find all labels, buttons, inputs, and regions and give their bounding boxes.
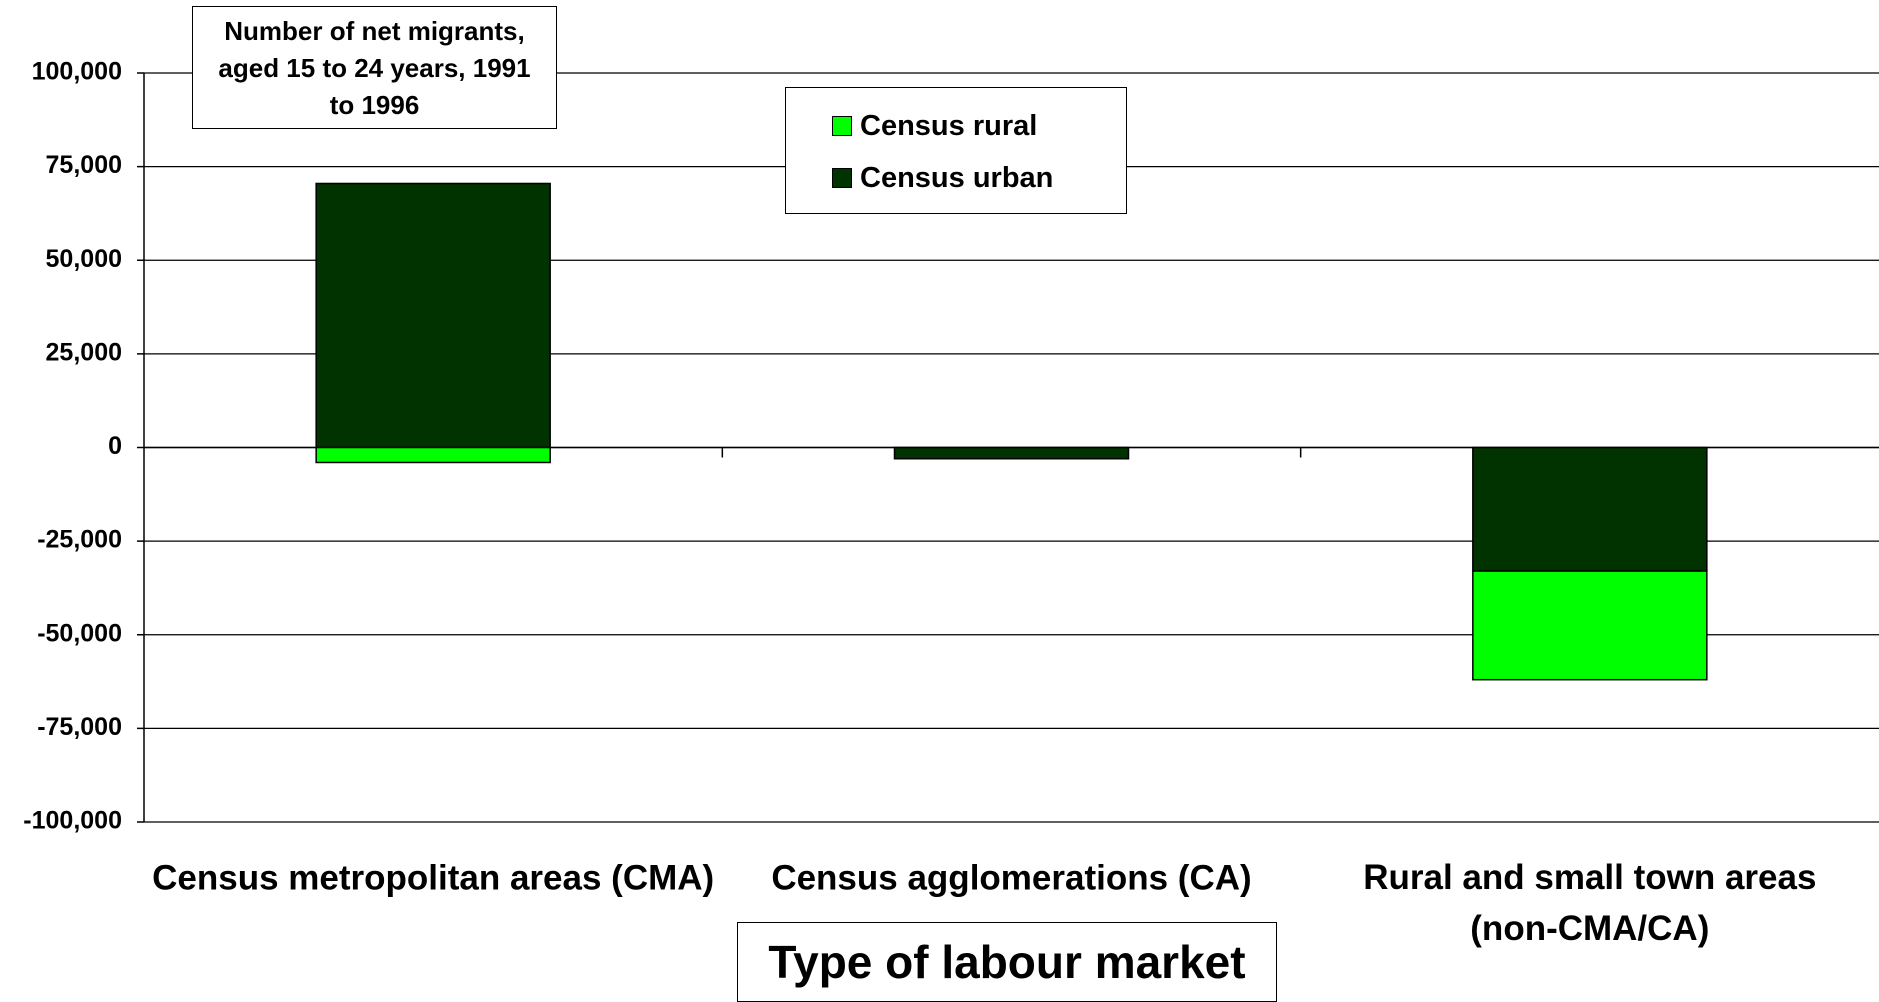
y-tick-label: -50,000 [37, 619, 122, 647]
bar-segment [1472, 446, 1708, 572]
y-tick-label: 100,000 [32, 58, 122, 86]
y-tick-label: 75,000 [46, 151, 122, 179]
legend-entry: Census rural [832, 100, 1126, 152]
chart-title: Number of net migrants, aged 15 to 24 ye… [192, 6, 557, 129]
legend-swatch [832, 168, 852, 188]
bar-segment [315, 446, 551, 464]
y-tick-label: 50,000 [46, 245, 122, 273]
x-tick-label: Census agglomerations (CA) [771, 858, 1251, 897]
y-tick-label: 25,000 [46, 338, 122, 366]
legend-label: Census urban [860, 161, 1054, 194]
y-tick-label: -25,000 [37, 526, 122, 554]
bar-segment [1472, 570, 1708, 681]
y-tick-label: -75,000 [37, 713, 122, 741]
bar-segment [315, 182, 551, 449]
x-axis-title: Type of labour market [737, 922, 1277, 1002]
legend-entry: Census urban [832, 152, 1126, 204]
x-tick-label: Rural and small town areas (non-CMA/CA) [1363, 858, 1816, 948]
bar-segment [893, 446, 1130, 460]
legend-label: Census rural [860, 109, 1038, 142]
y-tick-label: 0 [108, 432, 122, 460]
legend-swatch [832, 116, 852, 136]
legend: Census rural Census urban [785, 87, 1127, 214]
x-tick-label: Census metropolitan areas (CMA) [152, 858, 714, 897]
y-tick-label: -100,000 [23, 807, 122, 835]
